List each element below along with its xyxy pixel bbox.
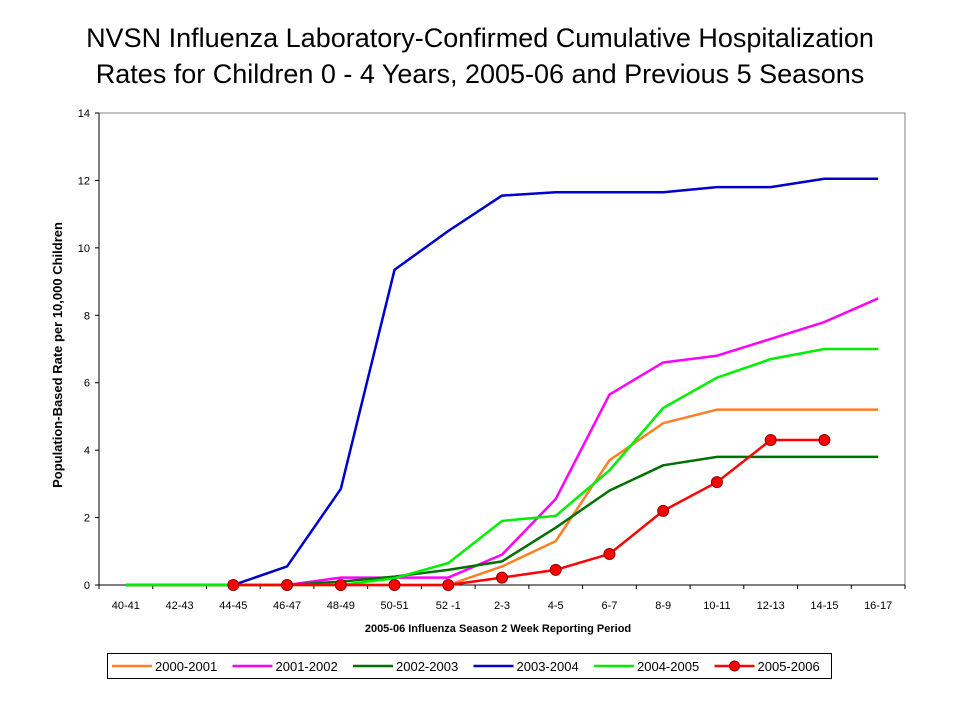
x-tick-label: 14-15 bbox=[810, 600, 838, 612]
chart-title-line-1: NVSN Influenza Laboratory-Confirmed Cumu… bbox=[86, 23, 874, 53]
y-tick-label: 12 bbox=[78, 175, 90, 187]
legend-label-2001-2002: 2001-2002 bbox=[276, 659, 338, 674]
x-tick-label: 50-51 bbox=[380, 600, 408, 612]
legend-label-2000-2001: 2000-2001 bbox=[155, 659, 217, 674]
legend-label-2002-2003: 2002-2003 bbox=[396, 659, 458, 674]
y-axis-title: Population-Based Rate per 10,000 Childre… bbox=[50, 222, 65, 488]
y-tick-label: 10 bbox=[78, 243, 90, 255]
x-tick-label: 12-13 bbox=[757, 600, 785, 612]
data-point-2005-2006 bbox=[227, 579, 240, 591]
x-tick-label: 46-47 bbox=[273, 600, 301, 612]
x-tick-label: 4-5 bbox=[548, 600, 564, 612]
x-tick-label: 42-43 bbox=[166, 600, 194, 612]
y-tick-label: 0 bbox=[84, 580, 90, 592]
data-point-2005-2006 bbox=[657, 504, 670, 517]
y-tick-label: 8 bbox=[84, 310, 90, 322]
data-point-2005-2006 bbox=[281, 579, 294, 591]
data-point-2005-2006 bbox=[334, 579, 347, 591]
series-line-2003-2004 bbox=[232, 177, 879, 587]
y-tick-label: 2 bbox=[84, 513, 90, 525]
y-tick-label: 6 bbox=[84, 378, 90, 390]
x-tick-label: 2-3 bbox=[494, 600, 510, 612]
y-tick-label: 14 bbox=[78, 108, 90, 120]
chart-title-line-2: Rates for Children 0 - 4 Years, 2005-06 … bbox=[95, 59, 865, 89]
x-tick-label: 8-9 bbox=[655, 600, 671, 612]
legend-marker-2005-2006 bbox=[729, 660, 740, 672]
data-point-2005-2006 bbox=[710, 476, 723, 489]
x-tick-label: 52 -1 bbox=[436, 600, 461, 612]
x-tick-label: 6-7 bbox=[602, 600, 618, 612]
data-point-2005-2006 bbox=[549, 563, 562, 576]
data-point-2005-2006 bbox=[442, 579, 455, 591]
legend-label-2005-2006: 2005-2006 bbox=[758, 659, 820, 674]
series-line-2005-2006 bbox=[233, 438, 825, 587]
x-axis-title: 2005-06 Influenza Season 2 Week Reportin… bbox=[365, 623, 631, 635]
x-tick-label: 40-41 bbox=[112, 600, 140, 612]
series-layer bbox=[125, 177, 879, 591]
data-point-2005-2006 bbox=[603, 547, 616, 560]
data-point-2005-2006 bbox=[388, 579, 401, 591]
plot-area bbox=[98, 112, 906, 586]
legend-label-2004-2005: 2004-2005 bbox=[637, 659, 699, 674]
x-axis-ticks: 40-41 42-43 44-45 46-47 48-49 50-51 52 -1 2-3 4-… bbox=[98, 585, 906, 612]
data-point-2005-2006 bbox=[496, 571, 508, 584]
data-point-2005-2006 bbox=[818, 434, 831, 447]
data-point-2005-2006 bbox=[764, 434, 777, 447]
x-tick-label: 16-17 bbox=[864, 600, 892, 612]
y-tick-label: 4 bbox=[84, 445, 90, 457]
y-axis-ticks: 0 2 4 6 8 10 12 14 bbox=[78, 108, 99, 592]
x-tick-label: 10-11 bbox=[703, 600, 730, 612]
x-tick-label: 44-45 bbox=[219, 600, 247, 612]
legend: 2000-2001 2001-2002 2002-2003 2003-2004 2004… bbox=[107, 653, 832, 679]
x-tick-label: 48-49 bbox=[327, 600, 355, 612]
legend-label-2003-2004: 2003-2004 bbox=[517, 659, 579, 674]
